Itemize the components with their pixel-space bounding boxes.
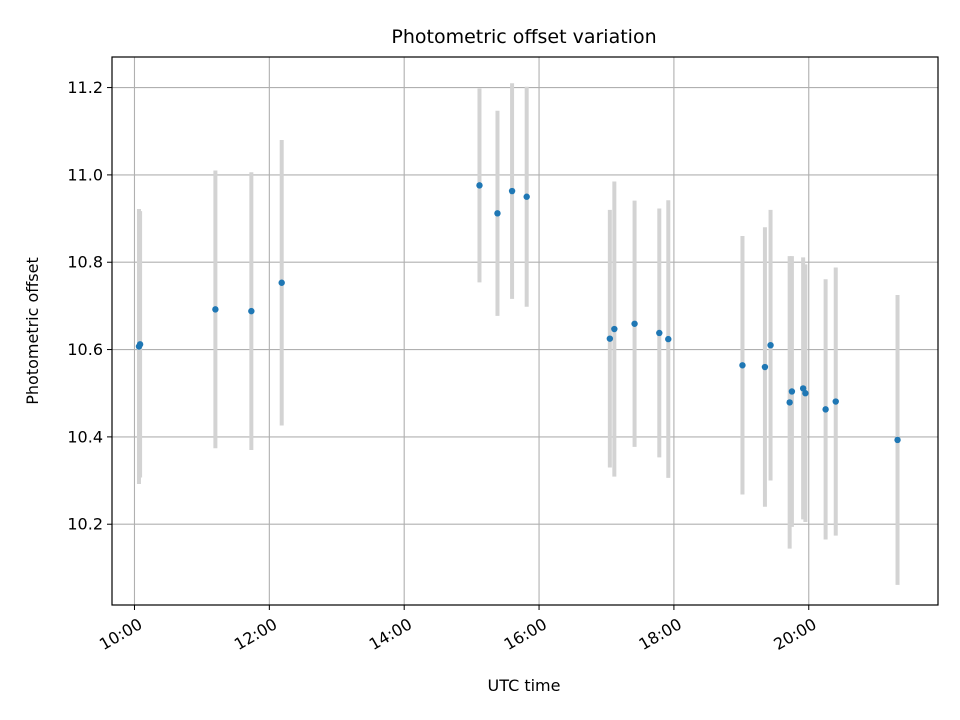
data-point <box>656 329 663 337</box>
data-point <box>508 187 516 195</box>
plot-frame <box>111 56 939 606</box>
data-point <box>822 406 829 413</box>
y-tick-label: 10.6 <box>67 340 103 359</box>
data-point <box>606 335 614 342</box>
data-point <box>494 210 501 217</box>
data-point <box>761 363 769 371</box>
data-points <box>135 182 901 444</box>
data-point <box>788 388 796 395</box>
data-point <box>523 193 530 200</box>
data-point <box>136 341 144 348</box>
data-point <box>767 341 774 349</box>
data-point <box>739 362 746 369</box>
chart-title: Photometric offset variation <box>391 26 656 48</box>
data-point <box>278 279 285 286</box>
y-axis-label: Photometric offset <box>23 257 42 405</box>
data-point <box>631 320 638 327</box>
y-tick-label: 10.2 <box>67 515 103 534</box>
data-point <box>832 398 839 405</box>
data-point <box>212 306 219 313</box>
x-axis-label: UTC time <box>488 676 561 695</box>
data-point <box>786 399 793 406</box>
data-point <box>894 436 901 444</box>
data-point <box>476 182 483 189</box>
y-tick-label: 10.8 <box>67 253 103 272</box>
y-tick-label: 10.4 <box>67 427 103 446</box>
data-point <box>799 385 807 392</box>
data-point <box>802 390 809 397</box>
y-tick-label: 11.2 <box>67 78 103 97</box>
y-tick-label: 11.0 <box>67 165 103 184</box>
data-point <box>248 307 255 315</box>
data-point <box>611 325 618 333</box>
data-point <box>665 335 672 343</box>
